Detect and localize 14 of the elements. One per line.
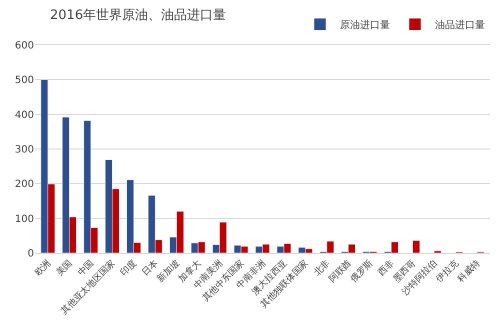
x-tick-label: 美国	[54, 258, 75, 278]
legend-label: 油品进口量	[435, 19, 485, 32]
legend-label: 原油进口量	[340, 19, 390, 32]
y-tick-label: 0	[28, 248, 34, 260]
chart-title: 2016年世界原油、油品进口量	[50, 8, 226, 24]
y-tick-label: 400	[14, 110, 34, 121]
y-tick-label: 500	[14, 75, 34, 86]
y-tick-label: 200	[14, 179, 34, 190]
y-tick-label: 100	[14, 214, 34, 225]
y-tick-label: 300	[14, 144, 34, 156]
x-tick-label: 印度	[118, 258, 140, 278]
bar	[412, 240, 420, 253]
y-tick-label: 600	[14, 40, 34, 52]
x-tick-label: 欧洲	[32, 258, 54, 278]
